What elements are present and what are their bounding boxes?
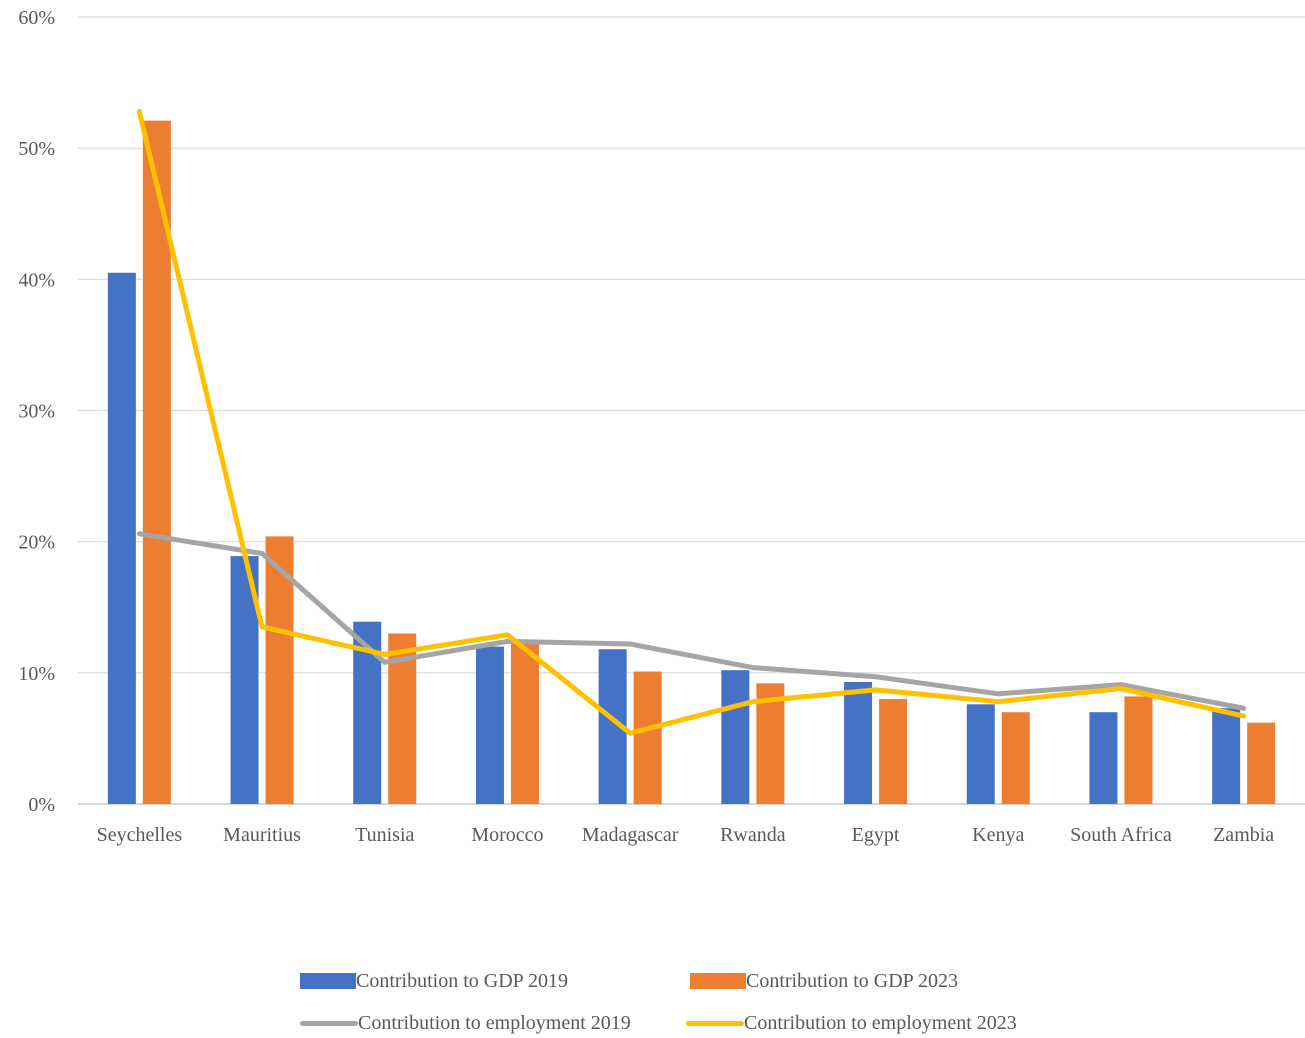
x-tick-label: Morocco [471, 824, 543, 846]
legend-label-gdp-2023: Contribution to GDP 2023 [746, 969, 959, 992]
x-tick-label: Tunisia [355, 824, 414, 846]
y-tick-label: 30% [18, 401, 55, 423]
bar-contribution-to-gdp-2019-rwanda [721, 670, 750, 804]
legend-label-employment-2019: Contribution to employment 2019 [358, 1011, 631, 1034]
legend-label-gdp-2019: Contribution to GDP 2019 [356, 969, 569, 992]
x-tick-label: Seychelles [97, 824, 183, 846]
x-axis-tick-labels: Seychelles Mauritius Tunisia Morocco Madagas… [97, 824, 1275, 846]
legend-swatch-gdp-2019 [300, 973, 356, 989]
x-tick-label: Zambia [1213, 824, 1274, 846]
bar-contribution-to-gdp-2019-morocco [475, 646, 504, 804]
bar-contribution-to-gdp-2019-seychelles [107, 272, 136, 804]
bar-contribution-to-gdp-2023-mauritius [265, 536, 294, 804]
y-tick-label: 40% [18, 269, 55, 291]
bar-contribution-to-gdp-2023-egypt [879, 699, 908, 804]
line-contribution-to-employment-2023 [136, 108, 1247, 736]
bar-contribution-to-gdp-2019-south-africa [1089, 712, 1118, 804]
bar-contribution-to-gdp-2023-south-africa [1124, 696, 1153, 804]
line-series [136, 108, 1247, 736]
bar-contribution-to-gdp-2023-morocco [510, 642, 539, 804]
x-tick-label: Mauritius [223, 824, 301, 846]
x-tick-label: South Africa [1070, 824, 1172, 846]
x-tick-label: Madagascar [582, 824, 679, 846]
y-axis-tick-labels: 0% 10% 20% 30% 40% 50% 60% [18, 7, 55, 816]
legend-label-employment-2023: Contribution to employment 2023 [744, 1011, 1017, 1034]
bar-contribution-to-gdp-2019-zambia [1212, 708, 1241, 804]
legend-row-2: Contribution to employment 2019 Contribu… [0, 1008, 1305, 1038]
legend-swatch-gdp-2023 [690, 973, 746, 989]
y-tick-label: 0% [28, 794, 55, 816]
y-tick-label: 20% [18, 532, 55, 554]
line-contribution-to-employment-2019 [136, 531, 1247, 711]
y-tick-label: 50% [18, 138, 55, 160]
y-tick-label: 10% [18, 663, 55, 685]
x-tick-label: Kenya [972, 824, 1024, 846]
bar-contribution-to-gdp-2023-zambia [1247, 722, 1276, 804]
legend-row-1: Contribution to GDP 2019 Contribution to… [0, 966, 1305, 996]
bar-contribution-to-gdp-2023-rwanda [756, 683, 785, 804]
legend-item-employment-2019: Contribution to employment 2019 [300, 1008, 631, 1038]
legend-item-gdp-2023: Contribution to GDP 2023 [690, 966, 958, 996]
bar-contribution-to-gdp-2019-kenya [966, 704, 995, 804]
y-tick-label: 60% [18, 7, 55, 29]
bar-contribution-to-gdp-2023-madagascar [633, 671, 662, 804]
legend-swatch-employment-2023 [686, 1020, 744, 1026]
bar-contribution-to-gdp-2019-egypt [844, 682, 873, 804]
legend-item-gdp-2019: Contribution to GDP 2019 [300, 966, 568, 996]
x-tick-label: Rwanda [720, 824, 786, 846]
bar-contribution-to-gdp-2023-kenya [1001, 712, 1030, 804]
legend-swatch-employment-2019 [300, 1020, 358, 1026]
bar-series [107, 120, 1276, 805]
chart-plot: 0% 10% 20% 30% 40% 50% 60% Seychelles Mauritius… [18, 7, 1305, 846]
x-tick-label: Egypt [852, 824, 900, 846]
legend-item-employment-2023: Contribution to employment 2023 [686, 1008, 1017, 1038]
